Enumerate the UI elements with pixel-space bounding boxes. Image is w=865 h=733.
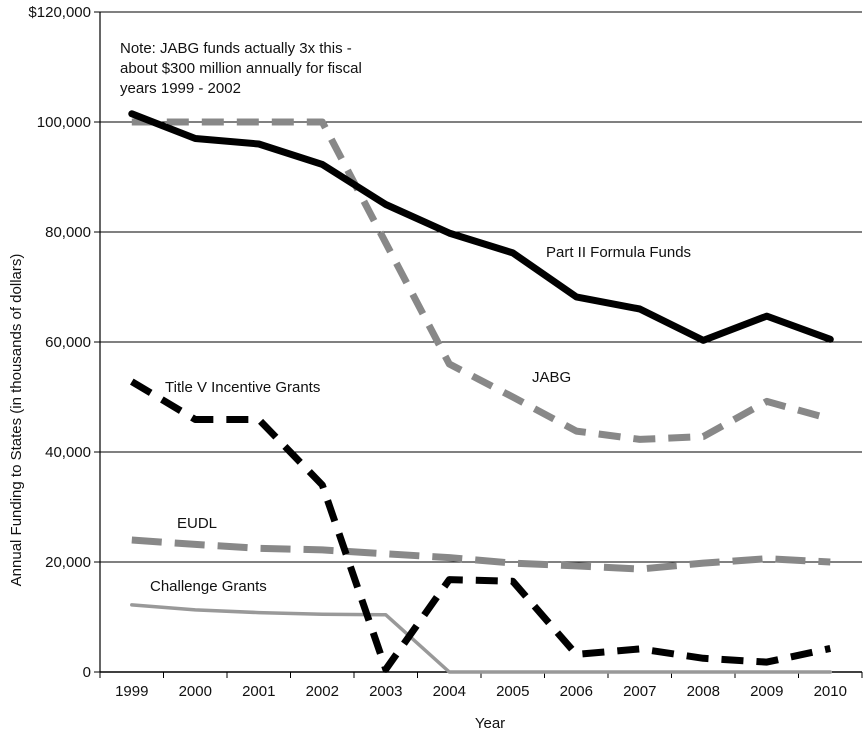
y-tick-label: 0 [83,664,91,681]
series-label: Title V Incentive Grants [165,379,320,396]
x-tick-label: 1999 [115,683,148,700]
x-tick-label: 2007 [623,683,656,700]
chart-note: Note: JABG funds actually 3x this - about… [120,40,362,97]
y-tick-label: 100,000 [37,114,91,131]
series-label: EUDL [177,515,217,532]
y-tick-label: 80,000 [45,224,91,241]
series-label: Part II Formula Funds [546,244,691,261]
gridlines [100,11,862,673]
y-tick-label: 20,000 [45,554,91,571]
y-tick-label: $120,000 [28,4,91,21]
series-line-challenge-grants [130,603,833,674]
series-line-part-ii-formula-funds [128,110,834,344]
x-tick-label: 2005 [496,683,529,700]
x-tick-label: 2002 [306,683,339,700]
x-tick-label: 2008 [687,683,720,700]
series-labels: Part II Formula Funds JABG Title V Incenti… [150,244,691,595]
x-axis-ticks: 1999 2000 2001 2002 2003 2004 2005 2006 2007 2008… [99,672,863,700]
x-tick-label: 2000 [179,683,212,700]
y-axis-label: Annual Funding to States (in thousands o… [8,254,25,587]
y-tick-label: 60,000 [45,334,91,351]
note-line: Note: JABG funds actually 3x this - [120,40,352,57]
series-line-title-v-incentive-grants [130,378,832,673]
series-label: Challenge Grants [150,578,267,595]
x-axis-label: Year [475,715,505,732]
series-line-jabg [131,118,832,443]
note-line: years 1999 - 2002 [120,80,241,97]
y-tick-label: 40,000 [45,444,91,461]
note-line: about $300 million annually for fiscal [120,60,362,77]
series-line-eudl [131,536,831,573]
y-axis-ticks: 0 20,000 40,000 60,000 80,000 100,000 $120,000 [28,4,101,681]
x-tick-label: 2004 [433,683,466,700]
x-tick-label: 2009 [750,683,783,700]
series-lines [128,110,834,674]
x-tick-label: 2006 [560,683,593,700]
series-label: JABG [532,369,571,386]
x-tick-label: 2010 [814,683,847,700]
x-tick-label: 2003 [369,683,402,700]
x-tick-label: 2001 [242,683,275,700]
